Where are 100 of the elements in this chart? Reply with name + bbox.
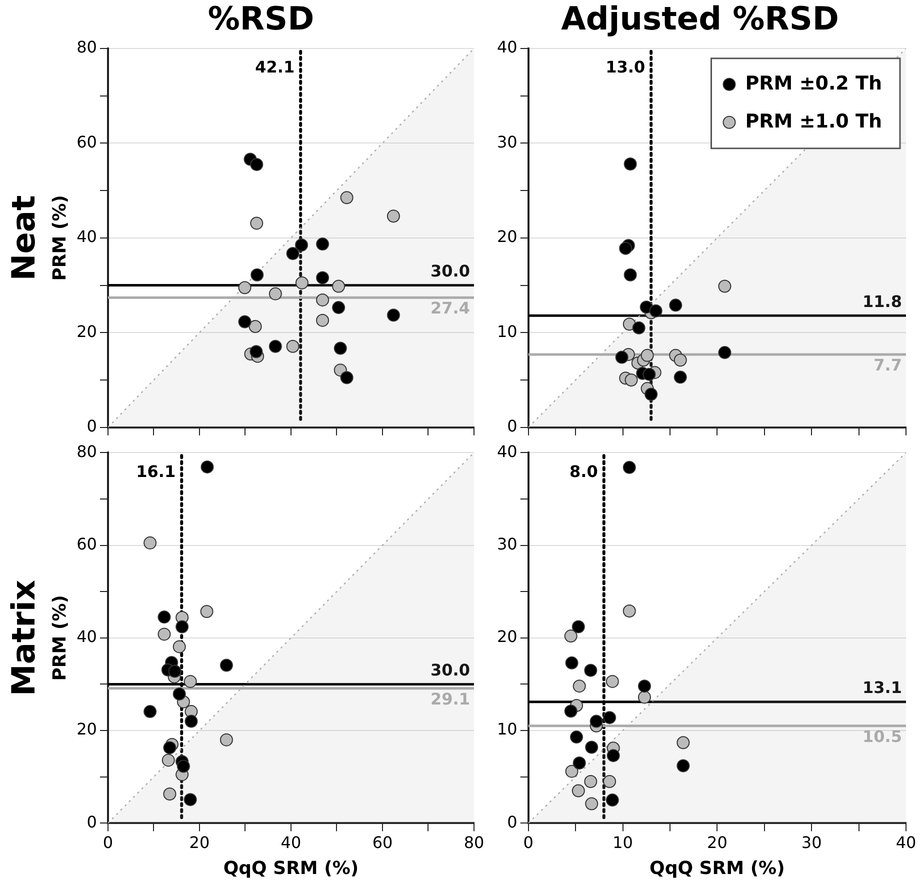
- point: [565, 656, 578, 670]
- point: [340, 371, 354, 384]
- point: [572, 680, 586, 693]
- ref-line-label: 13.0: [606, 58, 646, 77]
- point: [200, 604, 214, 618]
- point: [674, 370, 687, 384]
- ref-line-label: 30.0: [430, 660, 470, 680]
- ref-line-label: 13.1: [862, 678, 902, 697]
- y-tick-label: 40: [497, 442, 518, 461]
- x-tick-label: 0: [523, 832, 534, 852]
- y-tick-label: 0: [507, 812, 518, 832]
- point: [638, 680, 651, 693]
- y-tick-label: 40: [497, 38, 518, 57]
- y-tick-label: 20: [76, 322, 97, 341]
- x-tick-label: 80: [464, 832, 484, 852]
- point: [649, 304, 662, 318]
- point: [584, 664, 598, 677]
- x-tick-label: 10: [612, 832, 633, 852]
- y-tick-label: 20: [497, 627, 518, 646]
- point: [584, 775, 598, 788]
- point: [585, 797, 598, 810]
- point: [572, 756, 586, 770]
- y-tick-label: 0: [86, 812, 97, 832]
- point: [172, 687, 186, 700]
- point: [144, 705, 157, 718]
- point: [340, 191, 354, 204]
- point: [718, 280, 732, 293]
- y-tick-label: 0: [507, 416, 518, 436]
- point: [286, 340, 300, 353]
- y-tick-label: 20: [76, 720, 97, 739]
- point: [158, 628, 171, 641]
- point: [622, 460, 636, 474]
- point: [603, 775, 616, 788]
- point: [632, 321, 646, 334]
- text: Matrix: [4, 579, 42, 696]
- point: [220, 733, 233, 746]
- point: [386, 210, 400, 223]
- x-tick-label: 20: [707, 832, 728, 852]
- point: [162, 754, 175, 767]
- ref-line-label: 10.5: [862, 727, 902, 746]
- legend-label: PRM ±1.0 Th: [745, 110, 882, 132]
- point: [316, 271, 330, 284]
- ref-line-label: 7.7: [874, 356, 902, 375]
- x-axis-title: QqQ SRM (%): [650, 858, 785, 879]
- point: [642, 368, 656, 381]
- point: [176, 760, 190, 773]
- point: [332, 301, 346, 314]
- point: [585, 740, 598, 754]
- point: [172, 640, 186, 654]
- point: [163, 741, 176, 754]
- ref-line-label: 29.1: [430, 690, 470, 709]
- y-tick-label: 60: [76, 132, 97, 152]
- x-tick-label: 20: [189, 832, 210, 852]
- point: [334, 342, 347, 355]
- point: [238, 315, 252, 328]
- y-tick-label: 10: [497, 322, 518, 341]
- legend-label: PRM ±0.2 Th: [745, 72, 882, 94]
- point: [250, 268, 264, 282]
- point: [606, 794, 619, 807]
- point: [615, 350, 628, 364]
- y-axis-title: PRM (%): [49, 195, 70, 281]
- point: [622, 604, 636, 618]
- point: [286, 247, 300, 260]
- ref-line-label: 8.0: [570, 462, 598, 481]
- y-tick-label: 80: [76, 38, 97, 57]
- point: [606, 749, 620, 762]
- ref-line-label: 11.8: [862, 292, 902, 311]
- x-tick-label: 40: [280, 832, 302, 852]
- point: [638, 690, 651, 704]
- point: [606, 674, 619, 688]
- point: [565, 764, 578, 778]
- x-axis-title: QqQ SRM (%): [223, 858, 359, 879]
- point: [619, 242, 632, 255]
- point: [238, 281, 252, 294]
- ref-line-label: 27.4: [430, 298, 470, 318]
- point: [718, 346, 732, 360]
- point: [200, 460, 214, 474]
- point: [603, 711, 616, 724]
- x-tick-label: 60: [372, 832, 393, 852]
- y-tick-label: 60: [76, 534, 97, 554]
- point: [176, 620, 189, 634]
- x-tick-label: 30: [801, 832, 822, 852]
- point: [250, 216, 264, 230]
- point: [220, 658, 233, 672]
- point: [163, 788, 176, 801]
- text: Neat: [4, 195, 42, 281]
- y-tick-label: 40: [76, 627, 97, 646]
- point: [624, 374, 638, 387]
- y-tick-label: 80: [76, 442, 97, 461]
- y-tick-label: 30: [497, 534, 518, 554]
- point: [564, 704, 578, 718]
- point: [676, 736, 690, 750]
- point: [676, 759, 690, 772]
- chart-title: %RSD: [208, 0, 314, 38]
- point: [316, 238, 330, 251]
- point: [268, 287, 282, 300]
- point: [590, 714, 603, 728]
- point: [295, 238, 308, 252]
- ref-line-label: 16.1: [136, 462, 176, 481]
- point: [564, 630, 578, 643]
